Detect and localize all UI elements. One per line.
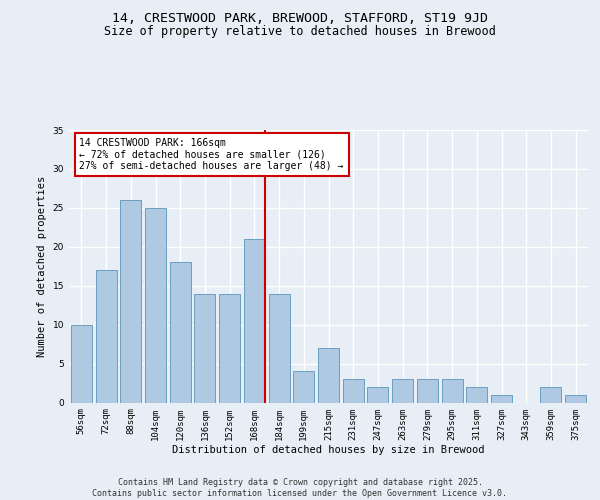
Text: 14, CRESTWOOD PARK, BREWOOD, STAFFORD, ST19 9JD: 14, CRESTWOOD PARK, BREWOOD, STAFFORD, S… (112, 12, 488, 26)
Bar (466, 387, 487, 402)
Text: 14 CRESTWOOD PARK: 166sqm
← 72% of detached houses are smaller (126)
27% of semi: 14 CRESTWOOD PARK: 166sqm ← 72% of detac… (79, 138, 344, 172)
Bar (318, 348, 339, 403)
Y-axis label: Number of detached properties: Number of detached properties (37, 176, 47, 357)
Bar (244, 239, 265, 402)
Bar (269, 294, 290, 403)
Bar (194, 294, 215, 403)
X-axis label: Distribution of detached houses by size in Brewood: Distribution of detached houses by size … (172, 445, 485, 455)
Bar (491, 394, 512, 402)
Bar (343, 379, 364, 402)
Bar (95, 270, 116, 402)
Bar (120, 200, 141, 402)
Bar (417, 379, 438, 402)
Bar (367, 387, 388, 402)
Text: Size of property relative to detached houses in Brewood: Size of property relative to detached ho… (104, 25, 496, 38)
Bar (442, 379, 463, 402)
Bar (219, 294, 240, 403)
Bar (392, 379, 413, 402)
Bar (170, 262, 191, 402)
Bar (145, 208, 166, 402)
Bar (541, 387, 562, 402)
Text: Contains HM Land Registry data © Crown copyright and database right 2025.
Contai: Contains HM Land Registry data © Crown c… (92, 478, 508, 498)
Bar (71, 324, 92, 402)
Bar (565, 394, 586, 402)
Bar (293, 372, 314, 402)
